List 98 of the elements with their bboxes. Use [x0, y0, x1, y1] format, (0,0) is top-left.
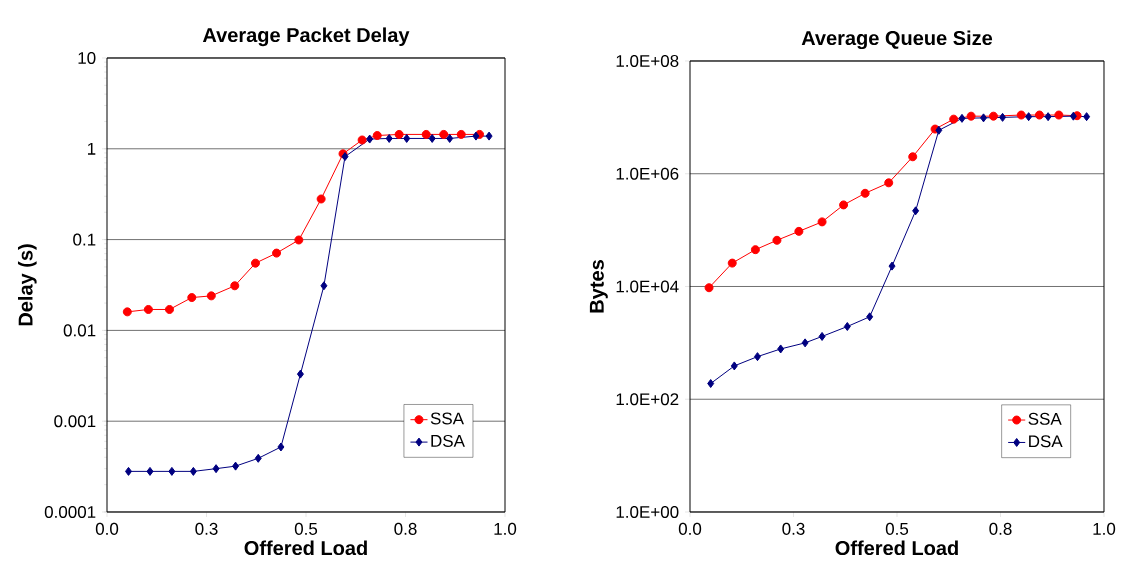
- point: [146, 466, 154, 476]
- point: [1044, 112, 1052, 122]
- point: [485, 131, 493, 141]
- point: [988, 111, 998, 121]
- point: [935, 125, 943, 135]
- y-tick-label: 1: [87, 142, 96, 155]
- point: [980, 113, 988, 123]
- point: [372, 131, 382, 141]
- point: [794, 226, 804, 236]
- point: [366, 134, 374, 144]
- point: [428, 133, 436, 143]
- point: [272, 248, 282, 258]
- point: [254, 453, 262, 463]
- point: [860, 188, 870, 198]
- x-axis-title: Offered Load: [244, 540, 367, 556]
- point: [888, 261, 896, 271]
- point: [843, 322, 851, 332]
- point: [866, 312, 874, 322]
- point: [189, 466, 197, 476]
- point: [818, 331, 826, 341]
- point: [320, 281, 328, 291]
- y-axis-title: Delay (s): [17, 244, 37, 326]
- x-tick-label: 0.0: [95, 522, 119, 535]
- point: [456, 129, 466, 139]
- point: [707, 379, 715, 389]
- point: [125, 466, 132, 476]
- point: [912, 206, 920, 216]
- y-tick-label: 1.0E+02: [616, 393, 679, 406]
- x-tick-label: 0.5: [294, 522, 318, 535]
- point: [472, 131, 480, 141]
- point: [817, 217, 827, 227]
- point: [966, 111, 976, 121]
- x-tick-label: 0.8: [989, 522, 1012, 535]
- point: [730, 361, 738, 371]
- point: [122, 307, 132, 317]
- point: [439, 129, 449, 139]
- point: [999, 112, 1007, 122]
- y-axis-title: Bytes: [589, 260, 608, 313]
- y-tick-label: 0.1: [73, 233, 96, 246]
- point: [385, 133, 393, 143]
- point: [1083, 112, 1091, 122]
- point: [206, 291, 216, 301]
- point: [839, 200, 849, 210]
- point: [801, 338, 809, 348]
- y-tick-label: 1.0E+04: [616, 280, 679, 293]
- y-tick-label: 1.0E+06: [616, 167, 679, 180]
- x-tick-label: 1.0: [1093, 522, 1116, 535]
- x-axis-title: Offered Load: [835, 540, 958, 556]
- point: [164, 304, 174, 314]
- y-tick-label: 0.01: [63, 324, 96, 337]
- point: [958, 113, 966, 123]
- point: [421, 129, 431, 139]
- legend-label: SSA: [1028, 412, 1062, 425]
- point: [187, 293, 197, 303]
- point: [294, 235, 304, 245]
- point: [884, 178, 894, 188]
- y-tick-label: 1.0E+08: [616, 54, 679, 68]
- point: [1069, 111, 1077, 121]
- point: [357, 135, 367, 145]
- y-tick-label: 10: [78, 51, 96, 65]
- x-tick-label: 0.8: [394, 522, 417, 535]
- x-tick-label: 1.0: [494, 522, 517, 535]
- x-tick-label: 0.5: [885, 522, 909, 535]
- legend-label: DSA: [1029, 435, 1063, 448]
- point: [777, 344, 785, 354]
- point: [1054, 110, 1064, 120]
- point: [704, 283, 714, 293]
- y-tick-label: 1.0E+00: [616, 505, 679, 519]
- point: [1034, 110, 1044, 120]
- chart-title: Average Packet Delay: [202, 27, 410, 47]
- legend-label: SSA: [430, 412, 464, 425]
- chart-title: Average Queue Size: [801, 30, 993, 50]
- point: [772, 235, 782, 245]
- point: [250, 258, 260, 268]
- point: [908, 152, 918, 162]
- point: [143, 304, 153, 314]
- point: [1025, 112, 1033, 122]
- point: [727, 258, 737, 268]
- y-tick-label: 0.0001: [44, 505, 96, 519]
- point: [753, 352, 761, 362]
- point: [316, 194, 326, 204]
- x-tick-label: 0.0: [678, 522, 702, 535]
- legend-label: DSA: [431, 434, 465, 447]
- point: [446, 133, 454, 143]
- point: [230, 281, 240, 291]
- point: [212, 464, 220, 474]
- x-tick-label: 0.3: [195, 522, 218, 535]
- point: [403, 133, 411, 143]
- point: [750, 245, 760, 255]
- point: [277, 442, 285, 452]
- point: [394, 129, 404, 139]
- x-tick-label: 0.3: [782, 522, 805, 535]
- point: [949, 114, 959, 124]
- point: [168, 466, 176, 476]
- point: [232, 461, 240, 471]
- y-tick-label: 0.001: [54, 415, 96, 428]
- point: [1016, 110, 1026, 120]
- point: [296, 369, 304, 379]
